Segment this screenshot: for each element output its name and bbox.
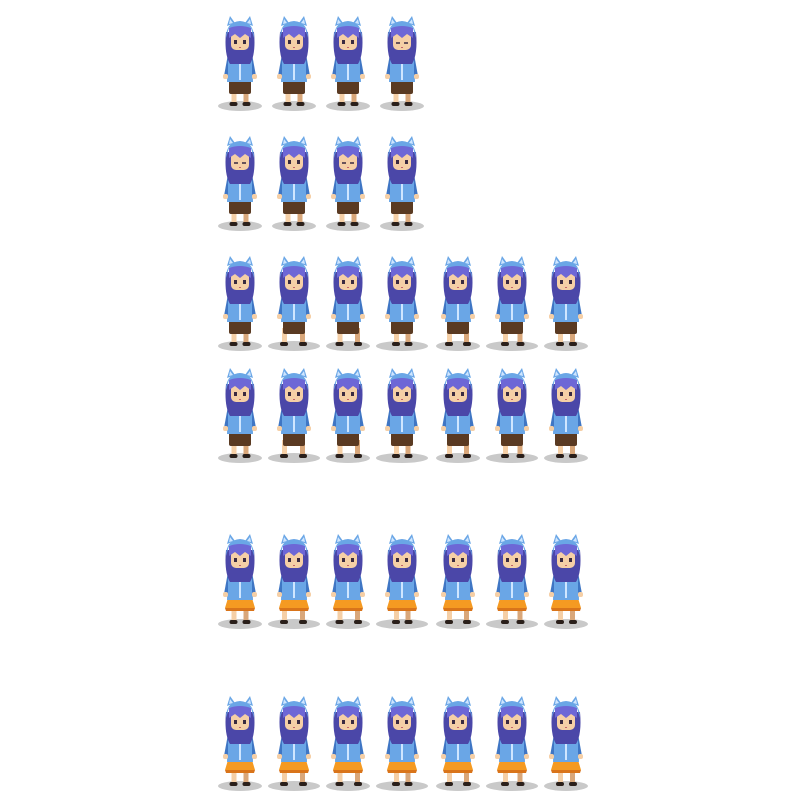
ground-shadow [218, 101, 262, 111]
ground-shadow [268, 341, 320, 351]
sprite-frame [212, 134, 268, 234]
ground-shadow [326, 619, 370, 629]
sprite-frame [484, 366, 540, 466]
ground-shadow [380, 101, 424, 111]
sprite-frame [374, 366, 430, 466]
sprite-frame [212, 14, 268, 114]
sprite-frame [212, 366, 268, 466]
ground-shadow [268, 781, 320, 791]
ground-shadow [326, 453, 370, 463]
sprite-frame [266, 694, 322, 794]
sprite-frame [212, 694, 268, 794]
ground-shadow [218, 619, 262, 629]
sprite-frame [484, 694, 540, 794]
sprite-frame [266, 254, 322, 354]
ground-shadow [376, 453, 428, 463]
sprite-frame [320, 532, 376, 632]
ground-shadow [436, 341, 480, 351]
sprite-frame [430, 366, 486, 466]
sprite-frame [212, 254, 268, 354]
sprite-frame [538, 532, 594, 632]
sprite-frame [320, 14, 376, 114]
sprite-frame [538, 694, 594, 794]
ground-shadow [268, 619, 320, 629]
ground-shadow [544, 781, 588, 791]
sprite-frame [320, 134, 376, 234]
ground-shadow [376, 619, 428, 629]
sprite-frame [538, 366, 594, 466]
ground-shadow [486, 781, 538, 791]
sprite-frame [374, 14, 430, 114]
ground-shadow [326, 341, 370, 351]
ground-shadow [436, 781, 480, 791]
ground-shadow [436, 453, 480, 463]
sprite-frame [212, 532, 268, 632]
sprite-frame [320, 694, 376, 794]
ground-shadow [218, 781, 262, 791]
sprite-frame [430, 694, 486, 794]
ground-shadow [218, 453, 262, 463]
ground-shadow [218, 341, 262, 351]
ground-shadow [544, 619, 588, 629]
ground-shadow [376, 341, 428, 351]
ground-shadow [268, 453, 320, 463]
sprite-frame [374, 134, 430, 234]
ground-shadow [218, 221, 262, 231]
sprite-frame [430, 254, 486, 354]
sprite-frame [266, 532, 322, 632]
ground-shadow [486, 453, 538, 463]
sprite-frame [484, 254, 540, 354]
ground-shadow [326, 101, 370, 111]
ground-shadow [486, 619, 538, 629]
ground-shadow [436, 619, 480, 629]
ground-shadow [326, 781, 370, 791]
ground-shadow [544, 341, 588, 351]
ground-shadow [380, 221, 424, 231]
ground-shadow [326, 221, 370, 231]
sprite-frame [538, 254, 594, 354]
sprite-frame [320, 254, 376, 354]
ground-shadow [272, 101, 316, 111]
ground-shadow [486, 341, 538, 351]
ground-shadow [544, 453, 588, 463]
sprite-frame [374, 532, 430, 632]
sprite-frame [374, 254, 430, 354]
sprite-frame [266, 366, 322, 466]
sprite-frame [266, 134, 322, 234]
sprite-frame [430, 532, 486, 632]
sprite-frame [374, 694, 430, 794]
ground-shadow [376, 781, 428, 791]
sprite-frame [320, 366, 376, 466]
ground-shadow [272, 221, 316, 231]
sprite-frame [266, 14, 322, 114]
sprite-frame [484, 532, 540, 632]
